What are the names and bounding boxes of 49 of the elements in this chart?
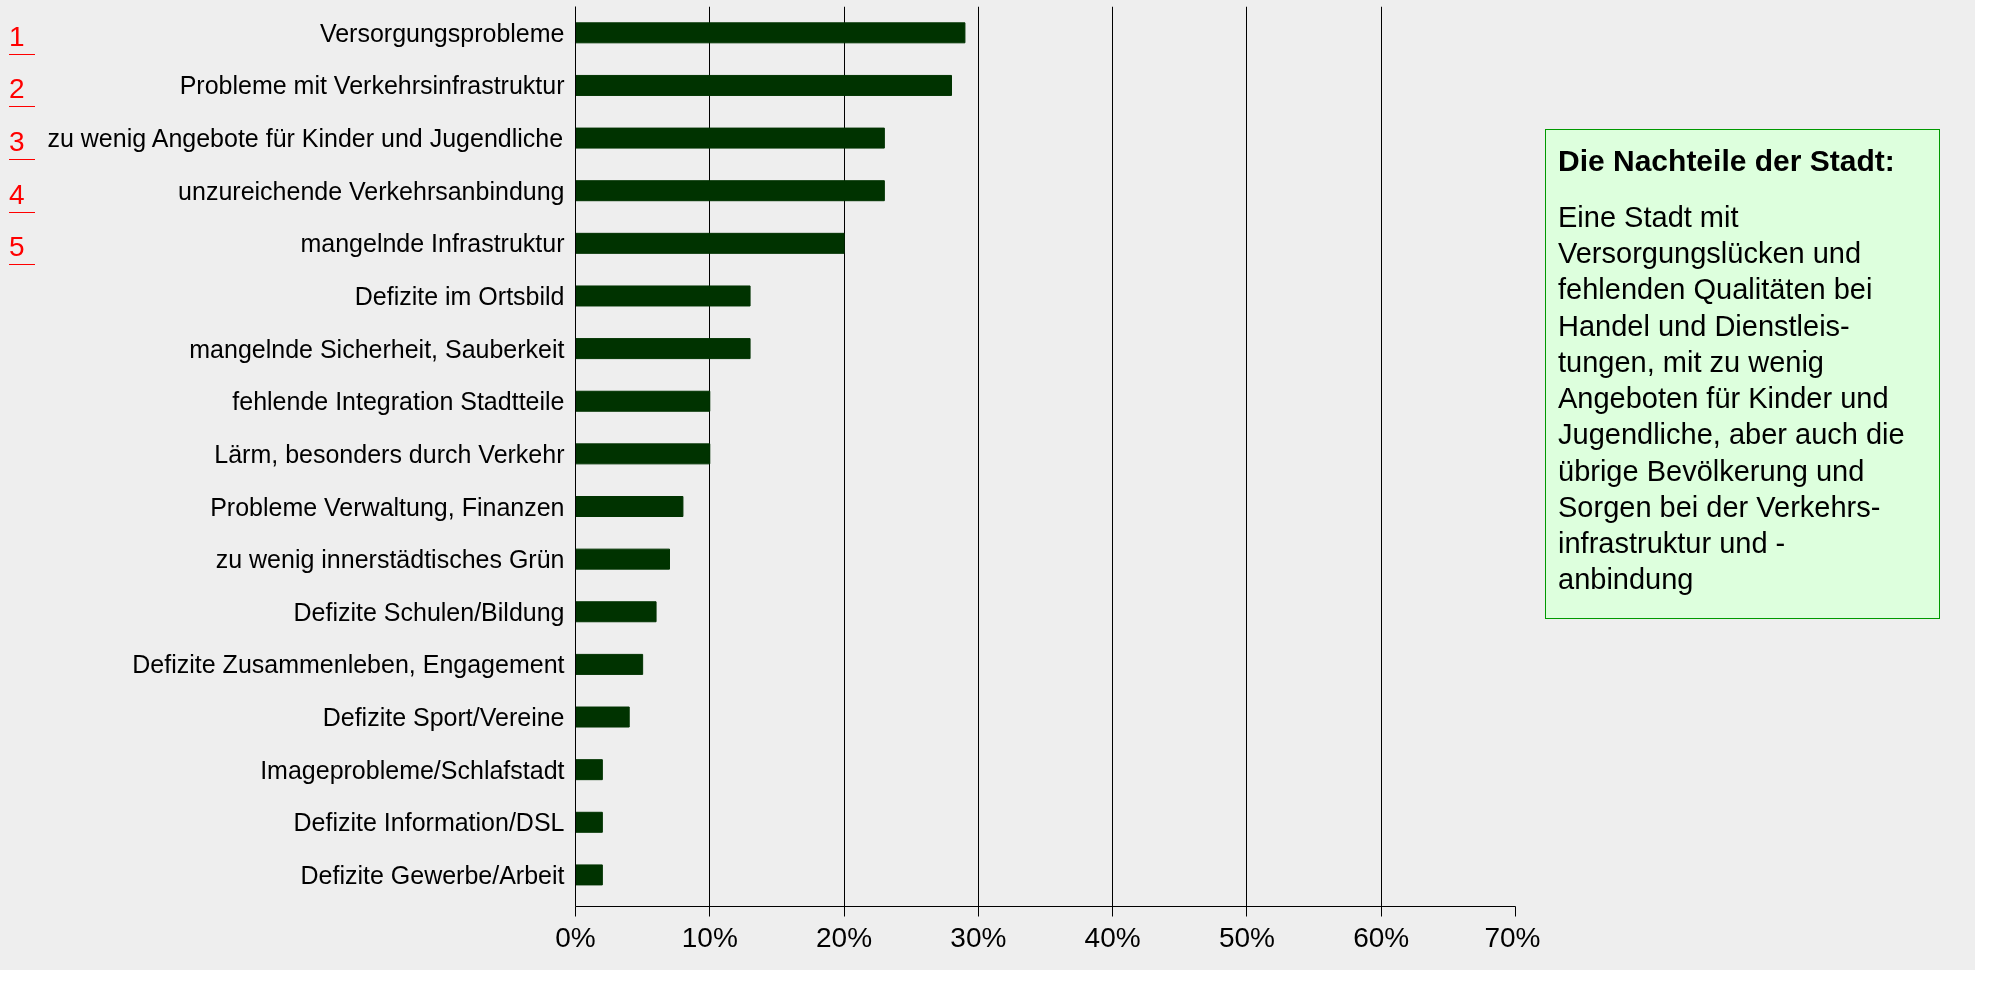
y-tick-label: fehlende Integration Stadtteile — [232, 387, 565, 416]
y-tick-label: zu wenig innerstädtisches Grün — [215, 545, 565, 574]
bar — [575, 548, 670, 570]
y-tick-label: Defizite Gewerbe/Arbeit — [300, 860, 565, 889]
y-tick-label: unzureichende Verkehrsanbindung — [178, 176, 565, 205]
bar — [575, 390, 711, 412]
y-tick-label: Defizite im Ortsbild — [354, 281, 565, 310]
bar — [575, 74, 952, 96]
x-tick-label: 70% — [1484, 921, 1541, 953]
x-tick-label: 30% — [950, 921, 1007, 953]
bar — [575, 601, 657, 623]
bar — [575, 864, 603, 886]
bar — [575, 285, 751, 307]
text: 3 — [9, 125, 35, 160]
y-tick-label: mangelnde Sicherheit, Sauberkeit — [189, 334, 565, 363]
bar — [575, 759, 603, 781]
y-tick-label: zu wenig Angebote für Kinder und Jugendliche — [47, 124, 564, 153]
bar — [575, 496, 684, 517]
y-tick-label: mangelnde Infrastruktur — [300, 229, 565, 258]
text: Die Nachteile der Stadt: — [1558, 143, 1896, 179]
y-tick-label: Probleme mit Verkehrsinfrastruktur — [179, 71, 565, 100]
x-tick-label: 0% — [555, 921, 596, 953]
text: 2 — [9, 72, 35, 107]
y-tick-label: Defizite Zusammenleben, Engagement — [132, 650, 565, 679]
y-tick-label: Defizite Sport/Vereine — [322, 703, 565, 732]
bar — [575, 443, 711, 465]
text: 4 — [9, 178, 35, 213]
y-tick-label: Versorgungsprobleme — [319, 18, 565, 47]
y-tick-label: Defizite Schulen/Bildung — [293, 597, 565, 626]
text: Eine Stadt mit Versorgungslücken und fehlenden Qualitäten bei Handel und Dienstleis- tungen, mit zu wenig Angeboten für Kinder und Jugendliche, aber auch die übrige Bevölkerung und Sorgen bei der Verkehrs- infrastruktur und - anbindung — [1558, 200, 1905, 596]
x-tick-label: 40% — [1084, 921, 1141, 953]
bar — [575, 180, 885, 202]
bar — [575, 706, 630, 728]
y-tick-label: Probleme Verwaltung, Finanzen — [210, 492, 565, 521]
bar — [575, 811, 603, 833]
x-tick-label: 20% — [816, 921, 873, 953]
bar — [575, 653, 644, 675]
x-tick-label: 10% — [681, 921, 738, 953]
y-tick-label: Defizite Information/DSL — [293, 808, 565, 837]
x-tick-label: 60% — [1353, 921, 1410, 953]
text: 5 — [9, 230, 35, 265]
text: 1 — [9, 20, 35, 55]
y-tick-label: Lärm, besonders durch Verkehr — [214, 439, 565, 468]
bar — [575, 127, 885, 149]
bar — [575, 232, 845, 254]
x-tick-label: 50% — [1218, 921, 1275, 953]
y-tick-label: Imageprobleme/Schlafstadt — [260, 755, 565, 784]
bar — [575, 338, 751, 360]
bar — [575, 22, 966, 44]
